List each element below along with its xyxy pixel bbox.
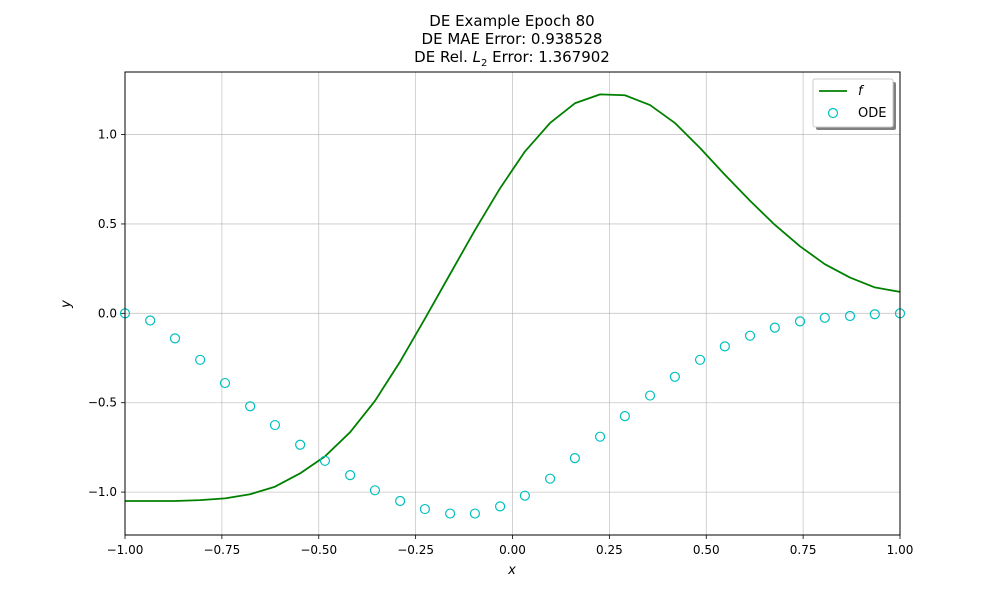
y-tick-label: −0.5 (88, 396, 117, 410)
y-axis-label: y (59, 300, 74, 309)
ode-point (519, 490, 531, 501)
x-tick-label: 1.00 (887, 543, 914, 557)
ode-point (844, 310, 856, 322)
ode-point (769, 322, 780, 333)
ticks (121, 134, 901, 539)
x-tick-label: 0.75 (790, 543, 817, 557)
title-line-3-suffix: Error: 1.367902 (487, 48, 609, 66)
x-tick-label: −0.25 (397, 543, 434, 557)
ode-point (169, 333, 181, 344)
ode-point (219, 377, 231, 389)
legend-label-ode: ODE (858, 106, 886, 121)
title-line-1: DE Example Epoch 80 (429, 12, 594, 30)
title-line-3: DE Rel. L2 Error: 1.367902 (414, 48, 610, 69)
ode-point (345, 470, 356, 481)
ode-point (819, 312, 830, 323)
x-tick-label: −0.75 (203, 543, 240, 557)
title-line-2: DE MAE Error: 0.938528 (422, 30, 603, 48)
x-tick-label: 0.00 (499, 543, 526, 557)
ode-point (794, 316, 806, 327)
ode-point (495, 501, 506, 512)
ode-point (295, 439, 306, 450)
legend-swatch-ode (827, 107, 839, 119)
title-line-3-sub: 2 (481, 58, 487, 69)
x-tick-label: −0.50 (300, 543, 337, 557)
title-line-3-prefix: DE Rel. (414, 48, 472, 66)
x-tick-label: 0.50 (693, 543, 720, 557)
ode-point (619, 411, 630, 422)
y-tick-labels: −1.0 −0.5 0.0 0.5 1.0 (88, 128, 117, 500)
legend: f ODE (812, 78, 896, 130)
y-tick-label: 0.5 (98, 217, 117, 231)
ode-point (419, 503, 431, 515)
y-tick-label: 1.0 (98, 128, 117, 142)
ode-point (245, 401, 256, 412)
x-axis-label: x (507, 563, 516, 578)
ode-point (744, 330, 756, 341)
ode-point (869, 309, 880, 320)
legend-label-f: f (858, 84, 865, 99)
ode-point (644, 390, 656, 401)
series-line-f (125, 93, 901, 502)
title-line-3-var: L (473, 48, 481, 66)
ode-point (669, 371, 680, 382)
y-tick-label: −1.0 (88, 485, 117, 499)
ode-point (319, 455, 331, 466)
ode-point (395, 495, 406, 507)
ode-point (544, 473, 556, 484)
x-tick-labels: −1.00 −0.75 −0.50 −0.25 0.00 0.25 0.50 0.75 1.00 (107, 543, 914, 557)
x-tick-label: 0.25 (596, 543, 623, 557)
ode-point (719, 341, 730, 352)
ode-point (195, 354, 206, 365)
ode-point (469, 508, 481, 519)
ode-point (145, 315, 156, 326)
ode-point (594, 431, 606, 442)
ode-point (569, 453, 580, 464)
ode-point (269, 419, 281, 431)
ode-point (694, 354, 706, 365)
axes-frame (124, 71, 901, 536)
chart-title: DE Example Epoch 80 DE MAE Error: 0.9385… (414, 12, 610, 69)
ode-point (445, 508, 456, 519)
ode-point (369, 485, 381, 496)
x-tick-label: −1.00 (107, 543, 144, 557)
y-tick-label: 0.0 (98, 306, 117, 320)
